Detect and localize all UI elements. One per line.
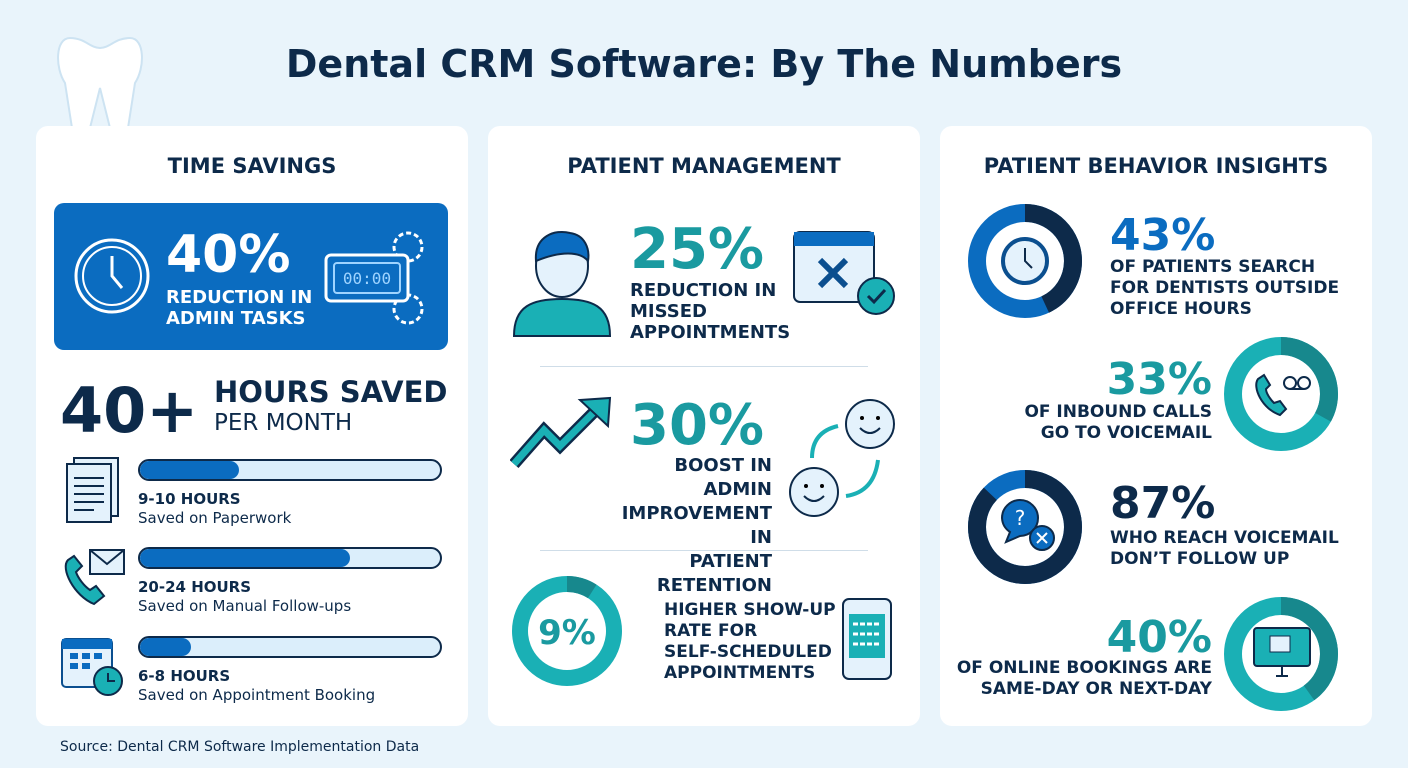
booking-progress-fill — [140, 638, 191, 656]
divider — [540, 550, 868, 551]
missed-appointments-label: REDUCTION IN MISSED APPOINTMENTS — [630, 280, 791, 343]
followups-label: Saved on Manual Follow-ups — [138, 597, 352, 615]
paperwork-item: 9-10 HOURS Saved on Paperwork — [138, 490, 291, 528]
source-note: Source: Dental CRM Software Implementati… — [60, 739, 420, 755]
admin-reduction-value: 40% — [166, 225, 291, 285]
retention-value: 30% — [630, 393, 765, 458]
computer-calendar-icon — [1253, 627, 1311, 677]
admin-reduction-box: 40% REDUCTION IN ADMIN TASKS 00:00 — [54, 203, 448, 350]
behavior-heading: PATIENT BEHAVIOR INSIGHTS — [983, 154, 1329, 178]
show-up-value: 9% — [538, 613, 596, 653]
phone-calendar-icon — [842, 598, 892, 680]
voicemail-phone-icon — [1255, 373, 1311, 417]
donut-value-arc — [968, 470, 1082, 584]
followups-hours: 20-24 HOURS — [138, 578, 252, 596]
admin-reduction-label-2: ADMIN TASKS — [166, 308, 306, 329]
no-follow-up-value: 87% — [1110, 478, 1216, 529]
paperwork-progress-bar — [138, 459, 442, 481]
clock-display: 00:00 — [343, 269, 391, 288]
phone-mail-icon — [64, 549, 125, 606]
donut-value-arc — [968, 204, 1082, 318]
booking-item: 6-8 HOURS Saved on Appointment Booking — [138, 667, 375, 705]
no-follow-up-label: WHO REACH VOICEMAIL DON’T FOLLOW UP — [1110, 528, 1339, 569]
page-title: Dental CRM Software: By The Numbers — [285, 42, 1123, 86]
followups-progress-bar — [138, 547, 442, 569]
patient-management-card: PATIENT MANAGEMENT 25% REDUCTION IN MISSE… — [488, 126, 920, 726]
patient-management-heading: PATIENT MANAGEMENT — [567, 154, 841, 178]
donut-value-arc — [1224, 597, 1338, 711]
hours-saved-sub: PER MONTH — [214, 410, 353, 436]
no-follow-up-donut — [968, 470, 1082, 584]
donut-value-arc — [1224, 337, 1338, 451]
search-hours-donut — [968, 204, 1082, 318]
followups-item: 20-24 HOURS Saved on Manual Follow-ups — [138, 578, 351, 616]
documents-icon — [66, 457, 119, 523]
hours-saved-label: HOURS SAVED — [214, 375, 448, 409]
question-cancel-icon: ? — [1000, 499, 1055, 551]
paperwork-label: Saved on Paperwork — [138, 509, 292, 527]
booking-progress-bar — [138, 636, 442, 658]
show-up-label: HIGHER SHOW-UP RATE FOR SELF-SCHEDULED APPO… — [664, 600, 836, 683]
admin-reduction-label: REDUCTION IN — [166, 287, 313, 308]
tooth-icon — [57, 36, 143, 128]
search-hours-label: OF PATIENTS SEARCH FOR DENTISTS OUTSIDE OF… — [1110, 257, 1340, 319]
paperwork-progress-fill — [140, 461, 239, 479]
online-booking-value: 40% — [1106, 612, 1212, 663]
time-savings-card: TIME SAVINGS 40% REDUCTION IN ADMIN TASK… — [36, 126, 468, 726]
paperwork-hours: 9-10 HOURS — [138, 490, 241, 508]
booking-label: Saved on Appointment Booking — [138, 686, 376, 704]
calendar-clock-icon — [61, 638, 123, 696]
show-up-donut — [512, 576, 622, 686]
booking-hours: 6-8 HOURS — [138, 667, 231, 685]
voicemail-donut — [1224, 337, 1338, 451]
time-savings-heading: TIME SAVINGS — [167, 154, 337, 178]
clock-icon — [74, 238, 150, 314]
online-booking-label: OF ONLINE BOOKINGS ARE SAME-DAY OR NEXT-D… — [956, 658, 1212, 699]
retention-label: BOOST IN ADMIN IMPROVEMENT IN PATIENT RETE… — [621, 455, 772, 596]
behavior-card: PATIENT BEHAVIOR INSIGHTS 43% OF PATIENT… — [940, 126, 1372, 726]
calendar-cancel-icon — [793, 231, 895, 315]
divider — [540, 366, 868, 367]
patient-avatar-icon — [512, 231, 612, 337]
online-booking-donut — [1224, 597, 1338, 711]
missed-appointments-value: 25% — [630, 217, 765, 282]
voicemail-value: 33% — [1106, 354, 1212, 405]
clock-icon — [1001, 237, 1049, 285]
svg-text:?: ? — [1015, 506, 1026, 530]
smiley-cycle-icon — [789, 399, 895, 517]
digital-clock-gears-icon: 00:00 — [324, 231, 424, 325]
trend-up-arrow-icon — [510, 396, 612, 468]
followups-progress-fill — [140, 549, 350, 567]
search-hours-value: 43% — [1110, 210, 1216, 261]
voicemail-label: OF INBOUND CALLS GO TO VOICEMAIL — [1024, 402, 1212, 443]
hours-saved-value: 40+ — [60, 374, 199, 447]
